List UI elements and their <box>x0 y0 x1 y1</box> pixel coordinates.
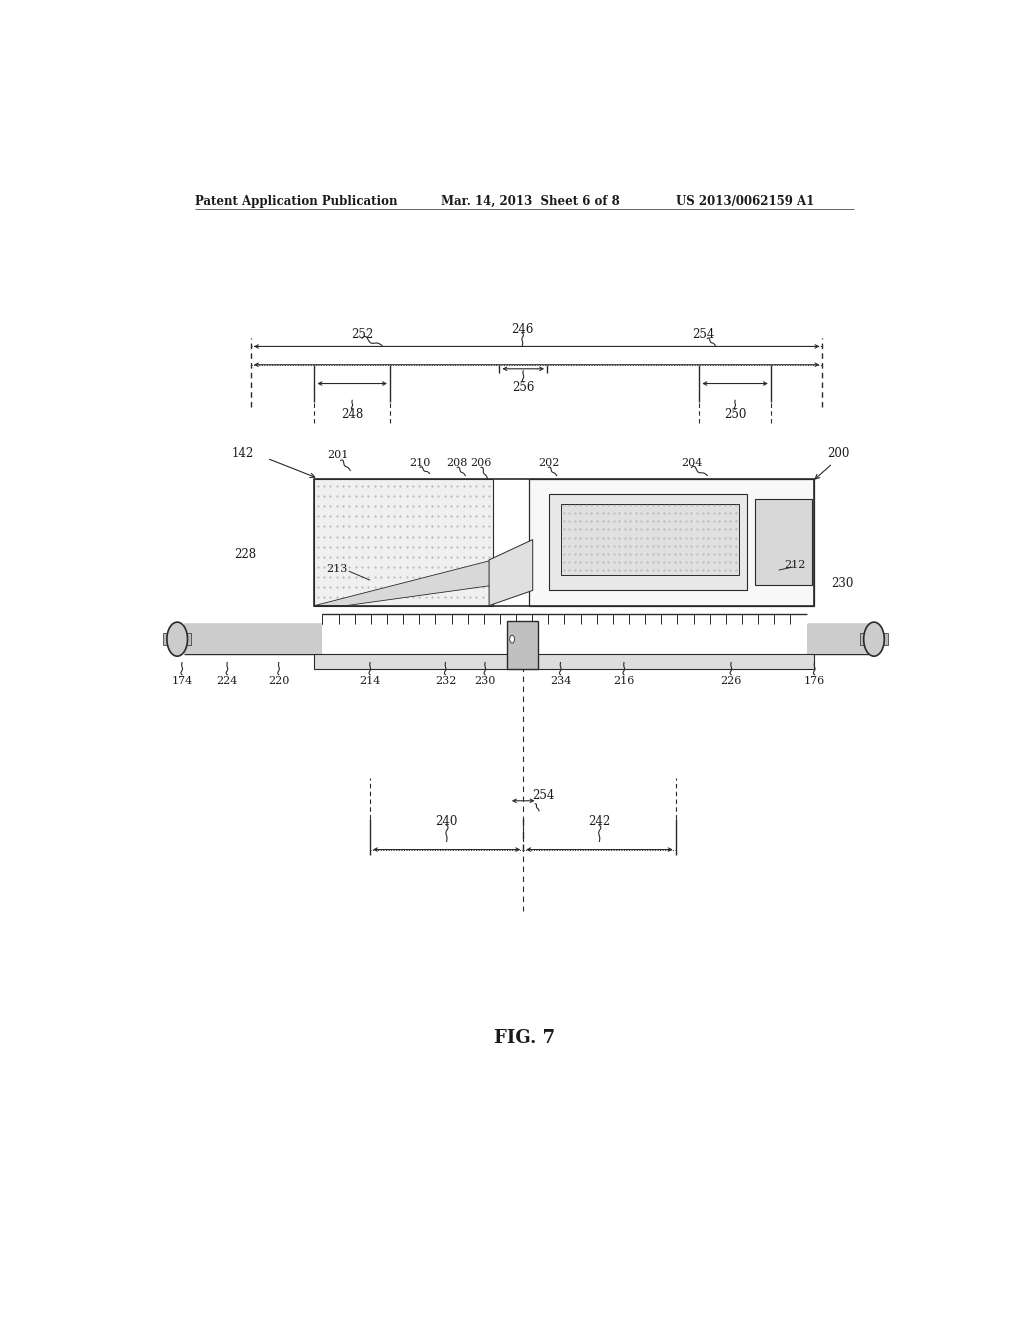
Ellipse shape <box>863 622 885 656</box>
Bar <box>163 634 191 645</box>
Bar <box>807 624 870 655</box>
Bar <box>507 620 539 669</box>
Text: FIG. 7: FIG. 7 <box>495 1028 555 1047</box>
Text: 213: 213 <box>326 564 347 574</box>
Text: 246: 246 <box>511 322 534 335</box>
Text: 210: 210 <box>410 458 431 469</box>
Bar <box>314 479 814 606</box>
Text: 201: 201 <box>328 450 349 461</box>
Text: 220: 220 <box>268 676 290 686</box>
Text: 216: 216 <box>613 676 635 686</box>
Text: 230: 230 <box>831 577 853 590</box>
Text: US 2013/0062159 A1: US 2013/0062159 A1 <box>676 194 814 207</box>
Text: 202: 202 <box>538 458 559 469</box>
Text: Patent Application Publication: Patent Application Publication <box>196 194 398 207</box>
Polygon shape <box>489 540 532 606</box>
Bar <box>314 479 494 606</box>
Ellipse shape <box>167 622 187 656</box>
Text: 234: 234 <box>550 676 571 686</box>
Text: 208: 208 <box>446 458 468 469</box>
Text: 252: 252 <box>351 327 373 341</box>
Bar <box>528 479 814 606</box>
Ellipse shape <box>510 635 514 643</box>
Text: 230: 230 <box>474 676 496 686</box>
Text: 256: 256 <box>512 380 535 393</box>
Text: 240: 240 <box>435 814 458 828</box>
Text: 254: 254 <box>531 789 554 803</box>
Text: 254: 254 <box>692 327 715 341</box>
Bar <box>860 634 888 645</box>
Text: 174: 174 <box>171 676 193 686</box>
Text: 226: 226 <box>721 676 741 686</box>
Bar <box>560 504 739 576</box>
Bar <box>183 624 322 655</box>
Text: 228: 228 <box>234 548 257 561</box>
Text: 250: 250 <box>724 408 746 421</box>
Text: 204: 204 <box>681 458 702 469</box>
Text: 200: 200 <box>827 446 850 459</box>
Text: 212: 212 <box>784 560 805 570</box>
Bar <box>314 655 814 669</box>
Text: 242: 242 <box>588 814 610 828</box>
Text: Mar. 14, 2013  Sheet 6 of 8: Mar. 14, 2013 Sheet 6 of 8 <box>441 194 621 207</box>
Bar <box>755 499 812 585</box>
Bar <box>549 494 748 590</box>
Text: 232: 232 <box>435 676 456 686</box>
Polygon shape <box>314 560 494 606</box>
Text: 176: 176 <box>804 676 825 686</box>
Text: 142: 142 <box>232 446 254 459</box>
Text: 214: 214 <box>359 676 381 686</box>
Text: 248: 248 <box>341 408 364 421</box>
Text: 206: 206 <box>470 458 492 469</box>
Text: 224: 224 <box>216 676 238 686</box>
